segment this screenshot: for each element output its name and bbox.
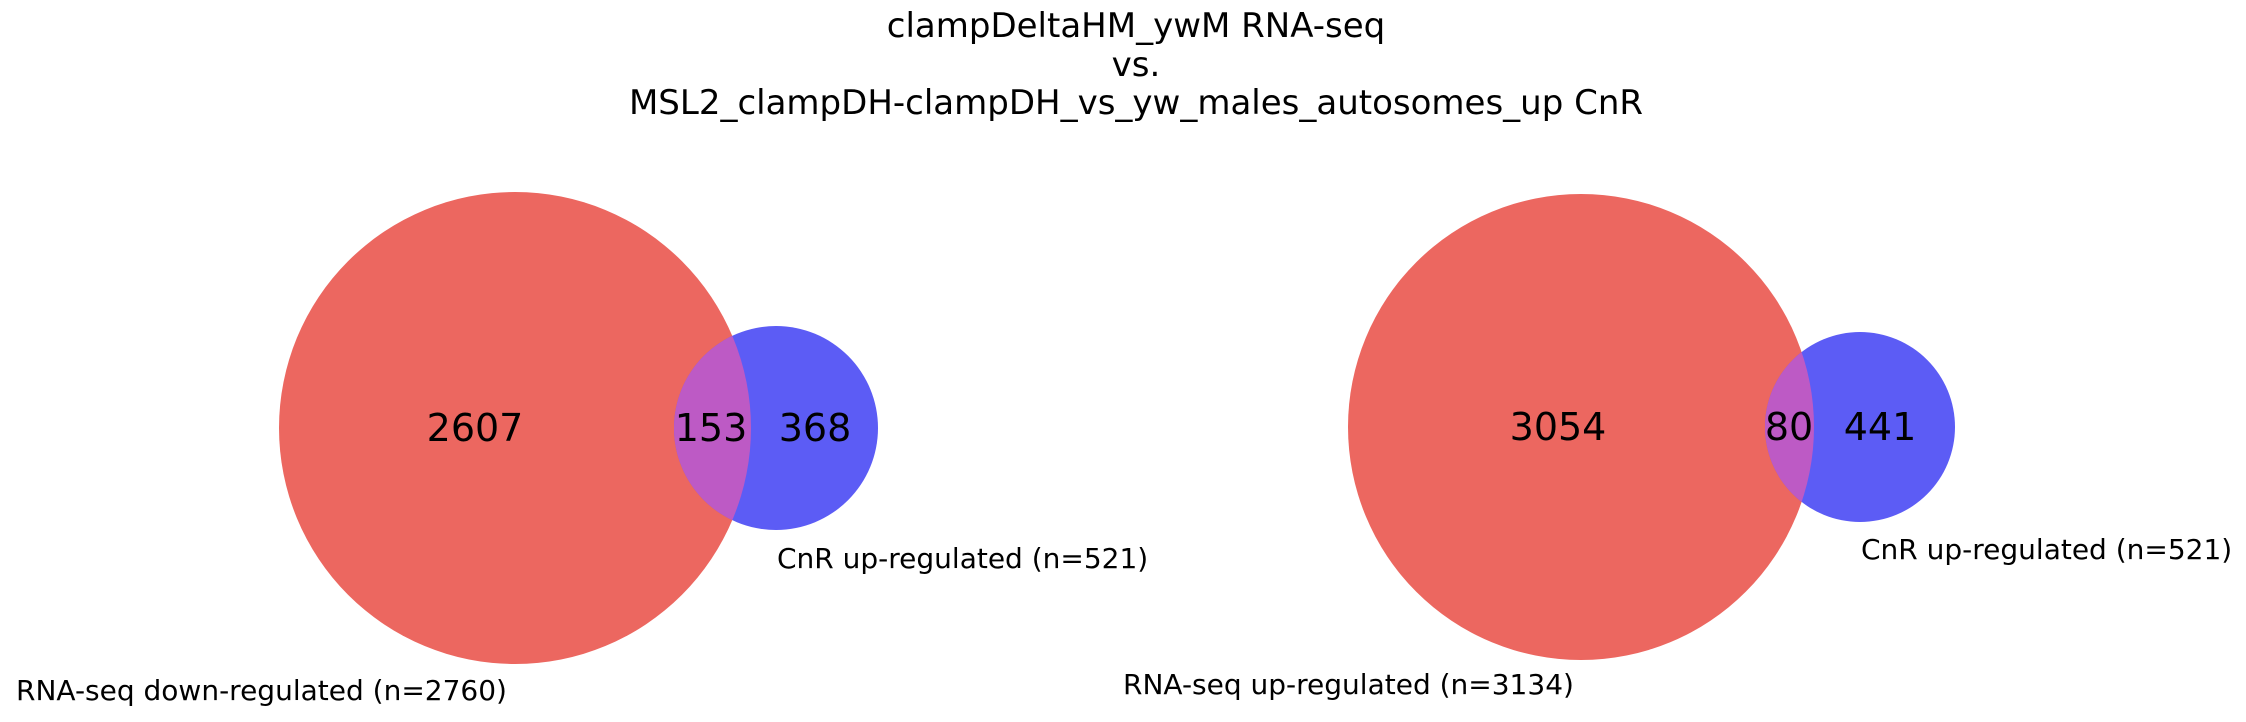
venn-left-set-a-label: RNA-seq down-regulated (n=2760) [16, 674, 507, 707]
venn-right: 3054 80 441 RNA-seq up-regulated (n=3134… [1123, 194, 2232, 701]
figure-title-line-2: vs. [1112, 45, 1161, 85]
venn-left-set-b-label: CnR up-regulated (n=521) [777, 542, 1148, 575]
venn-right-set-b-label: CnR up-regulated (n=521) [1861, 533, 2232, 566]
venn-left-overlap-region [674, 326, 751, 530]
venn-right-only-b-count: 441 [1844, 405, 1917, 449]
venn-right-set-a-label: RNA-seq up-regulated (n=3134) [1123, 668, 1574, 701]
venn-left-only-a-count: 2607 [427, 406, 524, 450]
venn-right-set-b-circle [1765, 332, 1955, 522]
venn-right-only-a-count: 3054 [1510, 405, 1607, 449]
figure-title-line-1: clampDeltaHM_ywM RNA-seq [887, 6, 1385, 46]
venn-left-only-b-count: 368 [779, 406, 852, 450]
venn-right-overlap-count: 80 [1765, 405, 1813, 449]
venn-left: 2607 153 368 RNA-seq down-regulated (n=2… [16, 192, 1148, 707]
venn-left-overlap-count: 153 [675, 406, 748, 450]
venn-right-set-a-circle [1348, 194, 1814, 660]
venn-left-set-a-circle [279, 192, 751, 664]
figure-title-line-3: MSL2_clampDH-clampDH_vs_yw_males_autosom… [629, 83, 1643, 123]
